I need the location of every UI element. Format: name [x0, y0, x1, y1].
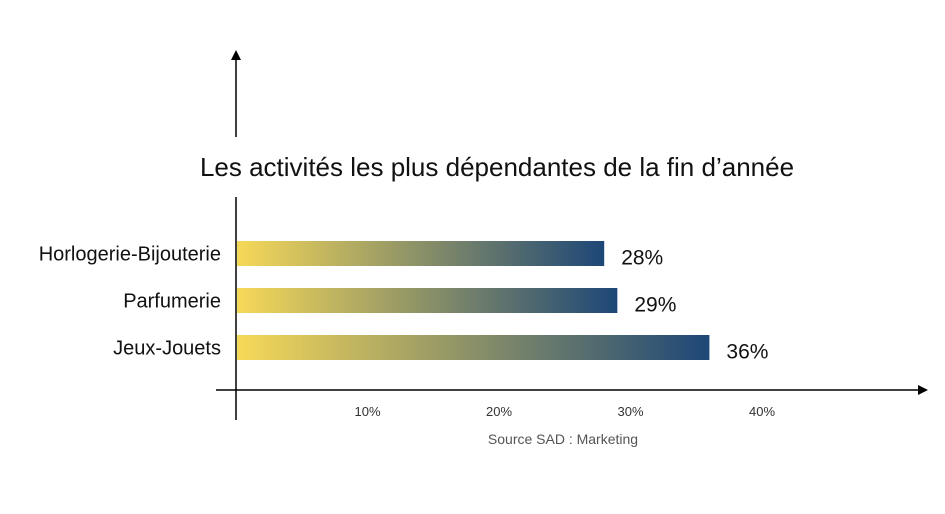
- x-tick-label-0: 10%: [354, 404, 380, 419]
- category-label-2: Jeux-Jouets: [113, 338, 221, 360]
- x-tick-label-1: 20%: [486, 404, 512, 419]
- value-label-2: 36%: [726, 341, 768, 364]
- x-tick-label-3: 40%: [749, 404, 775, 419]
- bar-1: [237, 288, 618, 313]
- x-tick-labels-group: 10% 20% 30% 40%: [354, 404, 775, 419]
- bar-0: [237, 241, 605, 266]
- source-note: Source SAD : Marketing: [488, 431, 638, 447]
- value-labels-group: 28% 29% 36%: [621, 247, 768, 364]
- category-label-0: Horlogerie-Bijouterie: [39, 244, 221, 266]
- value-label-1: 29%: [634, 294, 676, 317]
- bars-group: [237, 241, 710, 360]
- bar-2: [237, 335, 710, 360]
- category-label-1: Parfumerie: [123, 291, 221, 313]
- value-label-0: 28%: [621, 247, 663, 270]
- category-labels-group: Horlogerie-Bijouterie Parfumerie Jeux-Joue…: [39, 244, 221, 360]
- chart-title: Les activités les plus dépendantes de la…: [200, 152, 794, 182]
- x-tick-label-2: 30%: [617, 404, 643, 419]
